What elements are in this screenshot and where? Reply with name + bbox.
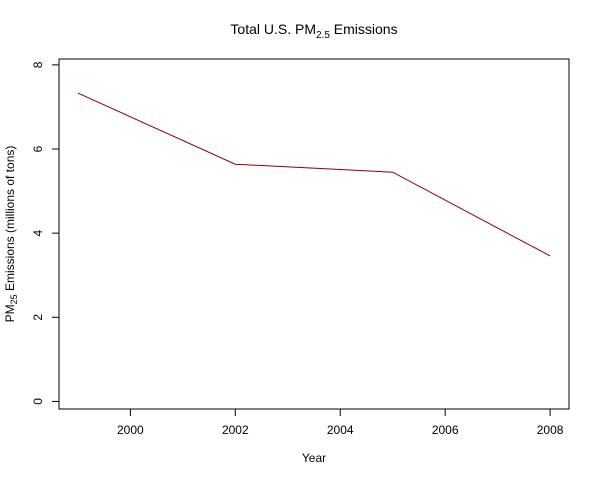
x-axis-label: Year — [302, 451, 326, 465]
y-tick-label: 6 — [31, 145, 45, 152]
y-tick-label: 0 — [31, 398, 45, 405]
y-tick-label: 8 — [31, 61, 45, 68]
x-tick-label: 2000 — [117, 423, 144, 437]
x-tick-label: 2008 — [537, 423, 564, 437]
x-tick-label: 2002 — [222, 423, 249, 437]
y-tick-label: 4 — [31, 230, 45, 237]
x-tick-label: 2006 — [432, 423, 459, 437]
y-axis: 0 2 4 6 8 — [31, 61, 59, 405]
plot-frame — [58, 58, 570, 410]
x-axis: 2000 2002 2004 2006 2008 — [117, 409, 564, 437]
y-tick-label: 2 — [31, 314, 45, 321]
x-tick-label: 2004 — [327, 423, 354, 437]
series-layer — [77, 92, 551, 257]
y-axis-label: PM25 Emissions (millions of tons) — [3, 146, 19, 323]
series-line — [77, 92, 551, 257]
chart-title: Total U.S. PM2.5 Emissions — [230, 21, 397, 41]
